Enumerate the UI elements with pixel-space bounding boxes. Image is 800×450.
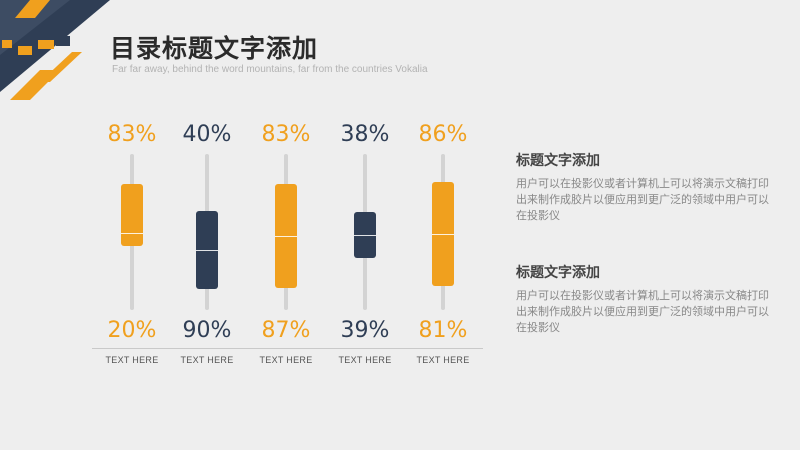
box-midline <box>121 233 143 234</box>
box-midline <box>354 235 376 236</box>
range-box <box>121 184 143 246</box>
column-caption: TEXT HERE <box>105 355 159 365</box>
column-caption: TEXT HERE <box>180 355 234 365</box>
column-caption: TEXT HERE <box>338 355 392 365</box>
box-midline <box>275 236 297 237</box>
box-midline <box>196 250 218 251</box>
text-block-2: 标题文字添加 用户可以在投影仪或者计算机上可以将演示文稿打印出来制作成胶片以便应… <box>516 262 776 336</box>
range-box <box>432 182 454 286</box>
bottom-percent: 90% <box>182 318 232 343</box>
range-box <box>275 184 297 288</box>
baseline-rule <box>325 348 405 349</box>
bottom-percent: 39% <box>340 318 390 343</box>
text-block-body: 用户可以在投影仪或者计算机上可以将演示文稿打印出来制作成胶片以便应用到更广泛的领… <box>516 177 769 222</box>
baseline-rule <box>246 348 326 349</box>
top-percent: 83% <box>107 122 157 147</box>
column-3: 83% 87% TEXT HERE <box>246 118 326 373</box>
text-block-1: 标题文字添加 用户可以在投影仪或者计算机上可以将演示文稿打印出来制作成胶片以便应… <box>516 150 776 224</box>
column-caption: TEXT HERE <box>416 355 470 365</box>
bottom-percent: 87% <box>261 318 311 343</box>
top-percent: 83% <box>261 122 311 147</box>
column-4: 38% 39% TEXT HERE <box>325 118 405 373</box>
top-percent: 40% <box>182 122 232 147</box>
baseline-rule <box>403 348 483 349</box>
top-percent: 38% <box>340 122 390 147</box>
range-box <box>196 211 218 289</box>
page-title: 目录标题文字添加 <box>110 34 319 63</box>
range-box <box>354 212 376 258</box>
column-1: 83% 20% TEXT HERE <box>92 118 172 373</box>
bottom-percent: 20% <box>107 318 157 343</box>
column-2: 40% 90% TEXT HERE <box>167 118 247 373</box>
text-block-title: 标题文字添加 <box>516 153 600 169</box>
baseline-rule <box>92 348 172 349</box>
text-block-title: 标题文字添加 <box>516 265 600 281</box>
column-5: 86% 81% TEXT HERE <box>403 118 483 373</box>
bottom-percent: 81% <box>418 318 468 343</box>
baseline-rule <box>167 348 247 349</box>
corner-decoration <box>0 0 110 100</box>
top-percent: 86% <box>418 122 468 147</box>
page-subtitle: Far far away, behind the word mountains,… <box>112 64 428 75</box>
column-caption: TEXT HERE <box>259 355 313 365</box>
text-block-body: 用户可以在投影仪或者计算机上可以将演示文稿打印出来制作成胶片以便应用到更广泛的领… <box>516 289 769 334</box>
box-midline <box>432 234 454 235</box>
